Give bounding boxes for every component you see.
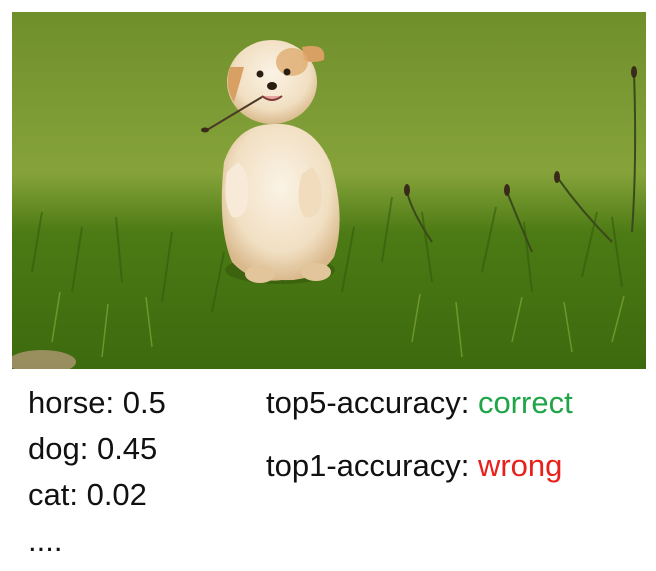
top5-accuracy-result: correct bbox=[477, 385, 573, 420]
top1-accuracy-label: top1-accuracy: bbox=[266, 448, 478, 483]
prediction-dog: dog: 0.45 bbox=[28, 431, 158, 466]
accuracy-metrics: top5-accuracy: correct top1-accuracy: wr… bbox=[266, 380, 573, 489]
prediction-horse: horse: 0.5 bbox=[28, 385, 166, 420]
top5-accuracy-row: top5-accuracy: correct bbox=[266, 380, 573, 426]
puppy-figure bbox=[221, 40, 340, 284]
top1-accuracy-result: wrong bbox=[477, 448, 563, 483]
puppy-photo bbox=[12, 12, 646, 369]
prediction-cat: cat: 0.02 bbox=[28, 477, 147, 512]
prediction-ellipsis: .... bbox=[28, 523, 63, 558]
top5-accuracy-label: top5-accuracy: bbox=[266, 385, 478, 420]
top1-accuracy-row: top1-accuracy: wrong bbox=[266, 443, 573, 489]
prediction-list: horse: 0.5 dog: 0.45 cat: 0.02 .... bbox=[28, 380, 166, 564]
puppy-photo-illustration bbox=[12, 12, 646, 369]
